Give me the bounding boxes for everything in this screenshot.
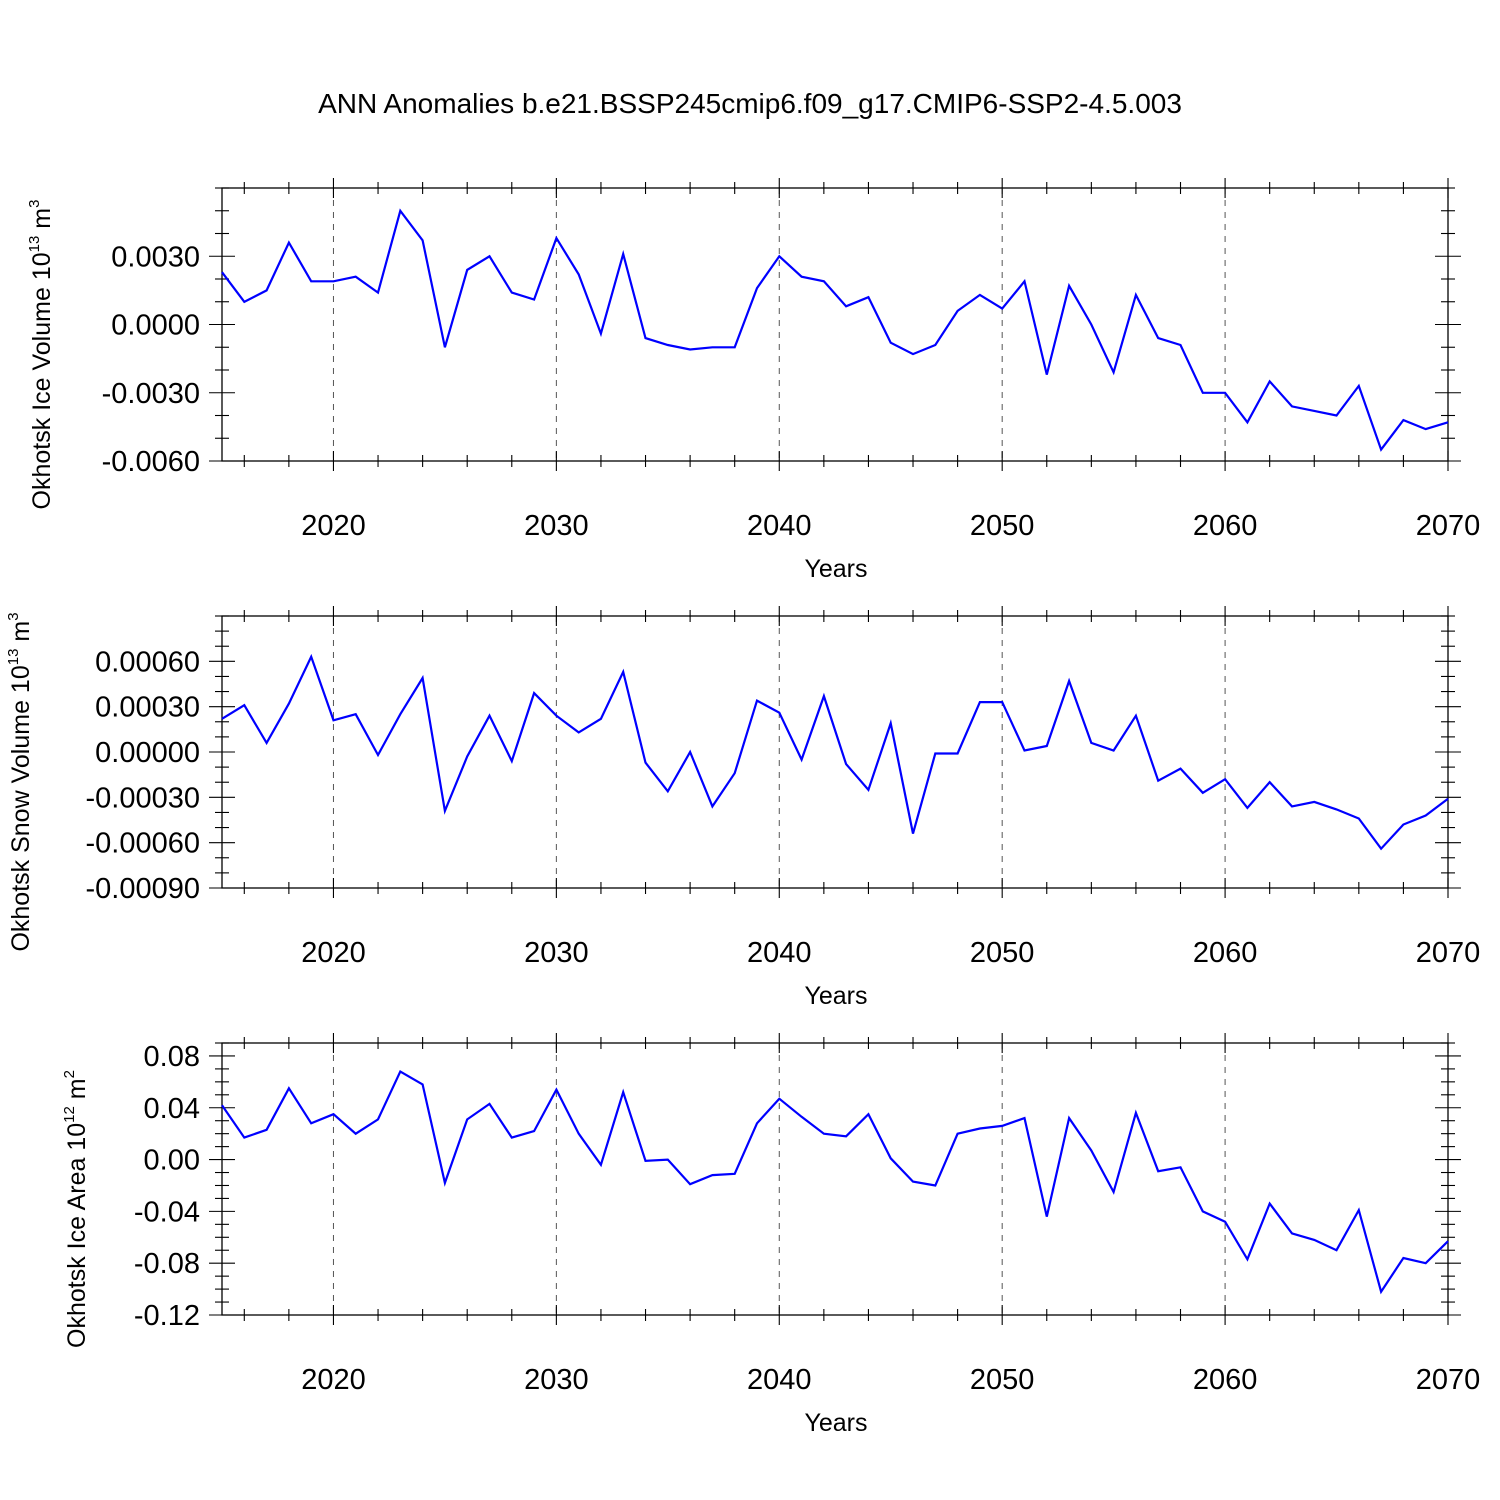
snow-volume-xtick-label: 2070 (1416, 937, 1481, 969)
ice-volume-ytick-label: 0.0000 (111, 310, 200, 342)
snow-volume-ytick-label: -0.00030 (86, 782, 201, 814)
ice-volume-ylabel-exp: 13 (26, 236, 43, 253)
ice-volume-ylabel-unit-exp: 3 (26, 200, 43, 208)
ice-area-xtick-label: 2040 (747, 1364, 812, 1396)
snow-volume-ytick-label: 0.00060 (95, 646, 200, 678)
snow-volume-ytick-label: 0.00030 (95, 692, 200, 724)
ice-volume-xtick-label: 2070 (1416, 510, 1481, 542)
ice-area-ylabel-unit: m (63, 1078, 91, 1106)
ice-area-ytick-label: -0.12 (134, 1300, 200, 1332)
ice-volume-xtick-label: 2030 (524, 510, 589, 542)
ice-area-ylabel-text: Okhotsk Ice Area 10 (63, 1123, 91, 1348)
snow-volume-ytick-label: 0.00000 (95, 737, 200, 769)
ice-volume-panel: -0.0060 -0.0030 0.0000 0.0030 2020 2030 2040 20… (26, 178, 1480, 583)
ice-area-series-line (221, 1069, 1449, 1295)
ice-area-xtick-label: 2020 (301, 1364, 366, 1396)
ice-area-xtick-label: 2050 (970, 1364, 1035, 1396)
snow-volume-ylabel-text: Okhotsk Snow Volume 10 (7, 665, 35, 951)
ice-volume-ylabel-text: Okhotsk Ice Volume 10 (28, 252, 56, 509)
ice-area-ylabel-exp: 12 (61, 1106, 78, 1123)
ice-volume-xtick-label: 2040 (747, 510, 812, 542)
snow-volume-xtick-label: 2060 (1193, 937, 1258, 969)
snow-volume-series-line (221, 653, 1449, 851)
snow-volume-xtick-label: 2020 (301, 937, 366, 969)
snow-volume-ylabel: Okhotsk Snow Volume 1013 m3 (5, 612, 35, 951)
ice-volume-ylabel: Okhotsk Ice Volume 1013 m3 (26, 200, 56, 510)
ice-volume-ytick-label: 0.0030 (111, 241, 200, 273)
ice-volume-ylabel-unit: m (28, 208, 56, 236)
ice-area-plot-frame (221, 1042, 1449, 1316)
snow-volume-ytick-label: -0.00060 (86, 828, 201, 860)
ice-area-xtick-label: 2060 (1193, 1364, 1258, 1396)
ice-area-ylabel: Okhotsk Ice Area 1012 m2 (61, 1070, 91, 1348)
snow-volume-ylabel-unit: m (7, 621, 35, 649)
ice-volume-ytick-label: -0.0060 (102, 446, 200, 478)
ice-area-xtick-label: 2030 (524, 1364, 589, 1396)
snow-volume-ylabel-unit-exp: 3 (5, 612, 22, 620)
ice-area-ytick-label: 0.00 (144, 1145, 200, 1177)
ice-area-ytick-label: -0.08 (134, 1248, 200, 1280)
snow-volume-xlabel: Years (804, 982, 867, 1010)
ice-area-xlabel: Years (804, 1409, 867, 1437)
figure-title: ANN Anomalies b.e21.BSSP245cmip6.f09_g17… (318, 88, 1182, 119)
ice-volume-xlabel: Years (804, 555, 867, 583)
ice-area-ytick-label: -0.04 (134, 1196, 200, 1228)
snow-volume-ytick-label: -0.00090 (86, 873, 201, 905)
ice-volume-xtick-label: 2050 (970, 510, 1035, 542)
snow-volume-plot-frame (221, 615, 1449, 889)
ice-volume-xtick-label: 2060 (1193, 510, 1258, 542)
ice-volume-plot-frame (221, 187, 1449, 462)
ice-area-panel: -0.12 -0.08 -0.04 0.00 0.04 0.08 2020 2030 2040 2… (61, 1033, 1480, 1437)
snow-volume-panel: -0.00090 -0.00060 -0.00030 0.00000 0.00030 0.… (5, 606, 1480, 1010)
ice-area-ylabel-unit-exp: 2 (61, 1070, 78, 1078)
snow-volume-ylabel-exp: 13 (5, 649, 22, 666)
snow-volume-xtick-label: 2040 (747, 937, 812, 969)
ice-area-ytick-label: 0.08 (144, 1041, 200, 1073)
snow-volume-xtick-label: 2050 (970, 937, 1035, 969)
ice-area-xtick-label: 2070 (1416, 1364, 1481, 1396)
snow-volume-xtick-label: 2030 (524, 937, 589, 969)
ice-volume-ytick-label: -0.0030 (102, 378, 200, 410)
ice-volume-series-line (221, 208, 1449, 452)
ice-volume-xtick-label: 2020 (301, 510, 366, 542)
ice-area-ytick-label: 0.04 (144, 1093, 200, 1125)
